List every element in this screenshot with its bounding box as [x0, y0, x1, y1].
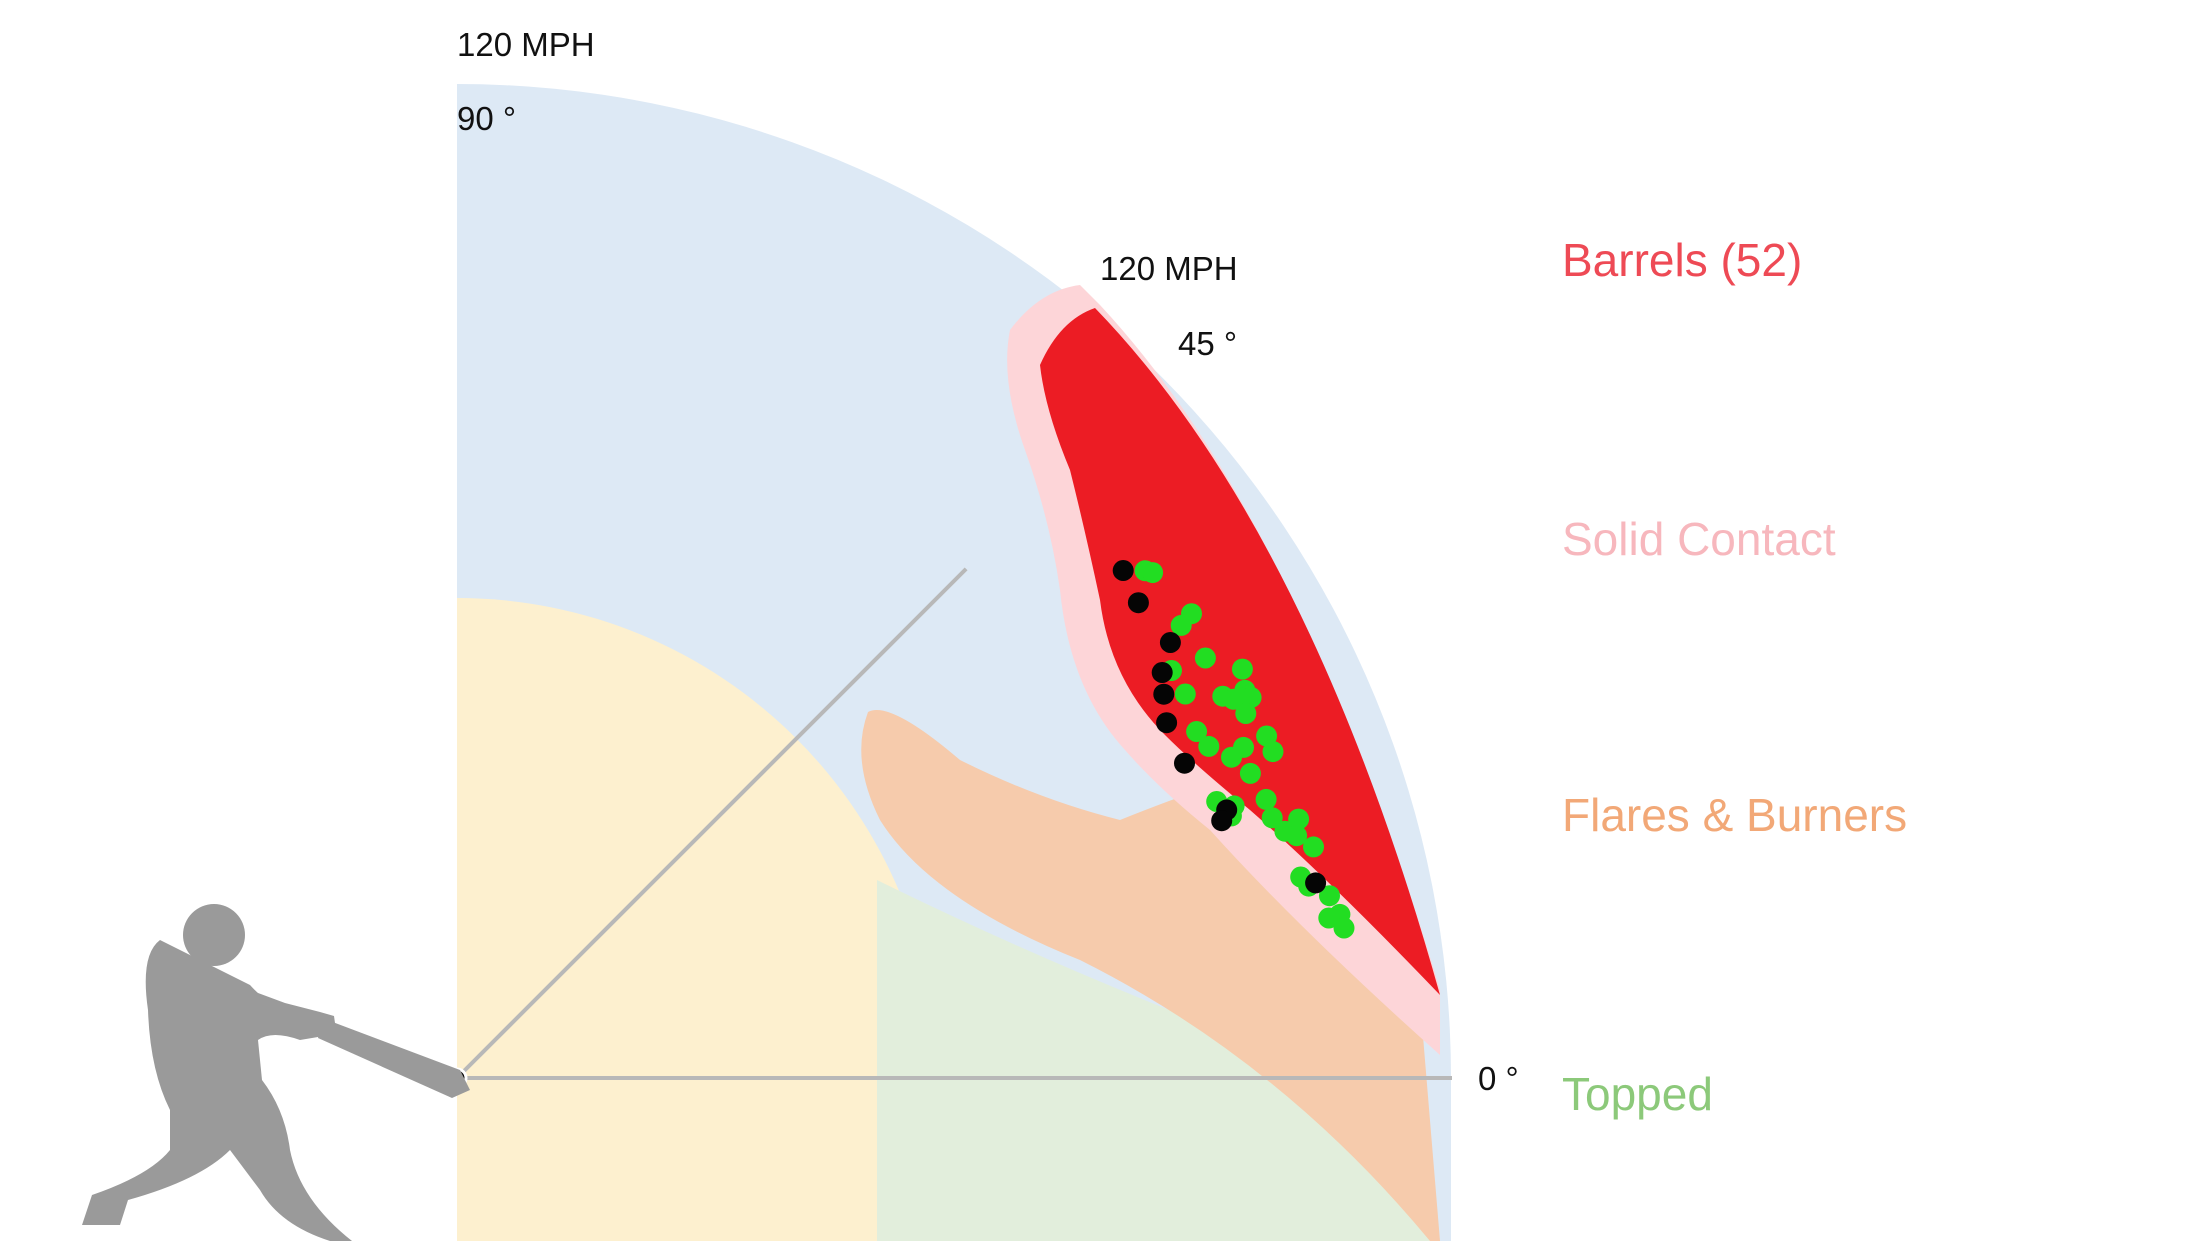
- data-point: [1262, 741, 1284, 763]
- data-point: [1221, 746, 1242, 768]
- data-point: [1223, 688, 1244, 710]
- zone-barrels: [1040, 308, 1440, 995]
- data-point: [1112, 560, 1134, 581]
- data-point: [1170, 614, 1192, 636]
- data-point: [1156, 712, 1178, 734]
- data-point: [1211, 810, 1233, 832]
- legend-solid-contact: Solid Contact: [1562, 513, 1836, 565]
- data-point: [1151, 662, 1173, 683]
- top-angle-label: 90 °: [457, 100, 516, 137]
- data-point: [1174, 752, 1195, 774]
- data-point: [1186, 721, 1208, 742]
- data-point: [1198, 735, 1220, 757]
- batter-icon: [82, 904, 470, 1241]
- data-point: [1286, 825, 1308, 847]
- legend-flares-burners: Flares & Burners: [1562, 789, 1908, 841]
- data-point: [1240, 687, 1262, 708]
- data-point: [1333, 917, 1355, 939]
- angle-line-45: [455, 567, 968, 1080]
- data-point: [1194, 647, 1216, 669]
- legend-barrels: Barrels (52): [1562, 234, 1803, 286]
- top-speed-label: 120 MPH: [457, 26, 595, 63]
- zone-flares-burners: [861, 710, 1440, 1241]
- points-layer: [1112, 560, 1355, 939]
- zero-angle-label: 0 °: [1478, 1060, 1519, 1097]
- zone-topped: [877, 880, 1440, 1241]
- data-point: [1303, 836, 1324, 858]
- data-point: [1159, 632, 1181, 653]
- data-point: [1318, 907, 1340, 929]
- data-point: [1174, 683, 1196, 705]
- data-point: [1288, 808, 1310, 830]
- data-point: [1127, 592, 1149, 614]
- data-point: [1305, 872, 1327, 894]
- data-point: [1319, 885, 1340, 907]
- zone-weak: [457, 598, 937, 1241]
- data-point: [1235, 703, 1257, 724]
- data-point: [1231, 658, 1253, 680]
- legend-topped: Topped: [1562, 1068, 1713, 1120]
- data-point: [1255, 788, 1277, 810]
- data-point: [1153, 683, 1175, 705]
- data-point: [1261, 807, 1283, 829]
- data-point: [1239, 762, 1261, 784]
- mid-angle-label: 45 °: [1178, 325, 1237, 362]
- data-point: [1142, 562, 1164, 584]
- mid-speed-label: 120 MPH: [1100, 250, 1238, 287]
